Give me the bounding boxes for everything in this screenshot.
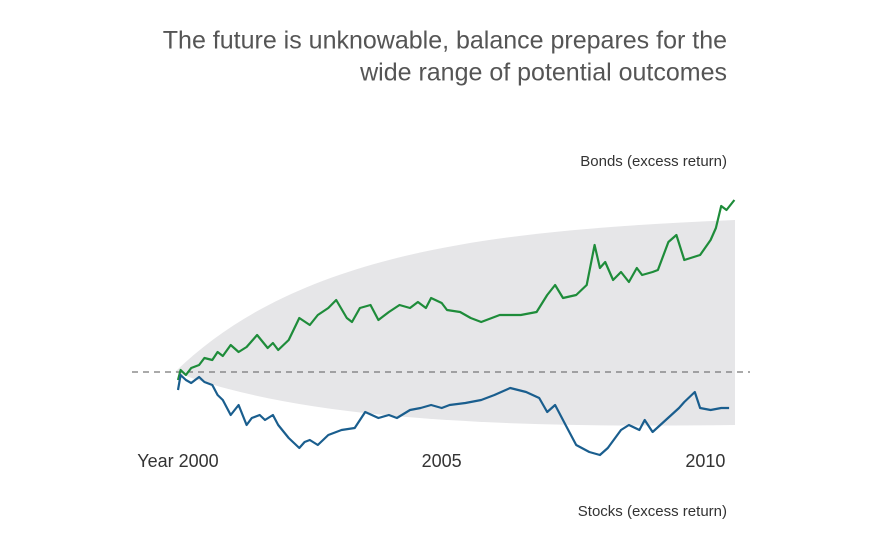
- series-label: Stocks (excess return): [578, 503, 727, 520]
- x-tick-label: 2010: [685, 451, 725, 471]
- chart-title: wide range of potential outcomes: [359, 59, 727, 87]
- outcome-cone: [175, 220, 735, 426]
- chart-title: The future is unknowable, balance prepar…: [163, 27, 727, 55]
- series-label: Bonds (excess return): [580, 153, 727, 170]
- x-tick-label: Year 2000: [137, 451, 218, 471]
- series-line: [176, 373, 730, 457]
- x-tick-label: 2005: [422, 451, 462, 471]
- series-line: [176, 199, 736, 381]
